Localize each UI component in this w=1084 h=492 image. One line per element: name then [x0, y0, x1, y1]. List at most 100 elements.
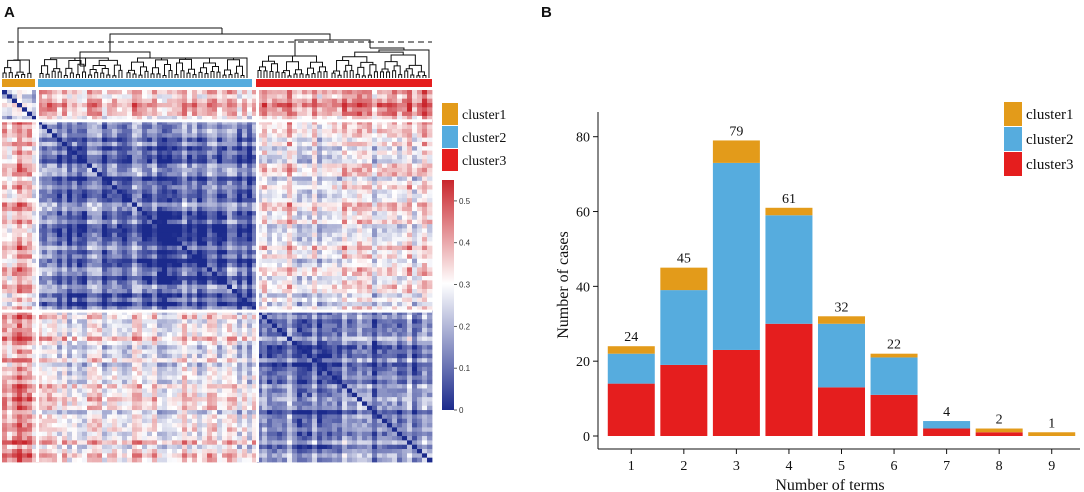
heatmap-cell [122, 150, 128, 156]
heatmap-cell [252, 301, 258, 307]
heatmap-cell [207, 224, 213, 229]
heatmap-cell [197, 314, 203, 320]
heatmap-cell [87, 185, 93, 190]
heatmap-cell [187, 115, 193, 121]
heatmap-cell [77, 263, 83, 268]
heatmap-cell [272, 319, 278, 324]
heatmap-cell [387, 323, 393, 329]
heatmap-cell [387, 163, 393, 169]
heatmap-cell [322, 267, 328, 273]
heatmap-cell [347, 245, 353, 251]
heatmap-cell [272, 314, 278, 320]
heatmap-cell [132, 163, 138, 169]
heatmap-cell [152, 102, 158, 108]
heatmap-cell [267, 90, 273, 95]
heatmap-cell [97, 154, 103, 160]
heatmap-cell [257, 193, 263, 199]
heatmap-cell [137, 124, 143, 130]
heatmap-cell [262, 241, 268, 247]
heatmap-cell [337, 215, 343, 221]
heatmap-cell [57, 323, 63, 329]
heatmap-cell [382, 314, 388, 320]
heatmap-cell [267, 276, 273, 281]
heatmap-cell [247, 314, 253, 320]
heatmap-cell [7, 276, 13, 281]
dendrogram-branch [295, 69, 302, 75]
heatmap-cell [417, 198, 423, 203]
heatmap-cell [362, 254, 368, 260]
heatmap-cell [352, 150, 358, 156]
heatmap-cell [277, 263, 283, 268]
heatmap-cell [277, 237, 283, 242]
heatmap-cell [422, 146, 428, 151]
dendrogram-branch [16, 71, 24, 76]
heatmap-cell [392, 90, 398, 95]
heatmap-cell [292, 276, 298, 281]
dendrogram-branch [162, 75, 167, 78]
heatmap-cell [292, 258, 298, 264]
heatmap-cell [232, 98, 238, 104]
heatmap-cell [142, 219, 148, 225]
heatmap-cell [132, 124, 138, 130]
heatmap-cell [362, 319, 368, 324]
heatmap-cell [377, 280, 383, 286]
heatmap-cell [212, 206, 218, 212]
heatmap-cell [72, 159, 78, 164]
heatmap-cell [32, 120, 38, 126]
heatmap-cell [132, 314, 138, 320]
heatmap-cell [307, 107, 313, 113]
heatmap-cell [92, 180, 98, 186]
heatmap-cell [162, 167, 168, 173]
heatmap-cell [197, 90, 203, 95]
heatmap-cell [27, 319, 33, 324]
heatmap-cell [352, 180, 358, 186]
heatmap-cell [237, 128, 243, 134]
heatmap-cell [252, 115, 258, 121]
heatmap-cell [307, 263, 313, 268]
heatmap-cell [422, 124, 428, 130]
heatmap-cell [367, 254, 373, 260]
heatmap-cell [47, 280, 53, 286]
heatmap-cell [407, 254, 413, 260]
heatmap-cell [232, 163, 238, 169]
heatmap-cell [172, 180, 178, 186]
heatmap-cell [242, 185, 248, 190]
heatmap-cell [117, 180, 123, 186]
heatmap-cell [22, 219, 28, 225]
dendrogram-branch [311, 73, 316, 78]
heatmap-cell [92, 124, 98, 130]
heatmap-cell [107, 172, 113, 177]
heatmap-cell [152, 107, 158, 113]
heatmap-cell [287, 267, 293, 273]
heatmap-cell [27, 193, 33, 199]
heatmap-cell [7, 284, 13, 290]
heatmap-cell [167, 237, 173, 242]
heatmap-cell [177, 319, 183, 324]
heatmap-cell [72, 263, 78, 268]
heatmap-cell [142, 163, 148, 169]
heatmap-cell [227, 202, 233, 208]
heatmap-cell [172, 237, 178, 242]
heatmap-cell [7, 297, 13, 303]
heatmap-cell [142, 150, 148, 156]
heatmap-cell [67, 172, 73, 177]
heatmap-cell [187, 297, 193, 303]
dendrogram-branch [89, 69, 97, 76]
heatmap-cell [37, 245, 43, 251]
heatmap-cell [232, 172, 238, 177]
heatmap-cell [22, 241, 28, 247]
heatmap-cell [337, 167, 343, 173]
heatmap-cell [307, 219, 313, 225]
heatmap-cell [112, 276, 118, 281]
heatmap-cell [282, 241, 288, 247]
heatmap-cell [122, 327, 128, 333]
heatmap-cell [97, 258, 103, 264]
heatmap-cell [282, 314, 288, 320]
heatmap-cell [307, 137, 313, 143]
heatmap-cell [122, 98, 128, 104]
heatmap-cell [37, 185, 43, 190]
heatmap-cell [17, 107, 23, 113]
heatmap-cell [2, 185, 8, 190]
heatmap-cell [7, 219, 13, 225]
heatmap-cell [382, 111, 388, 117]
